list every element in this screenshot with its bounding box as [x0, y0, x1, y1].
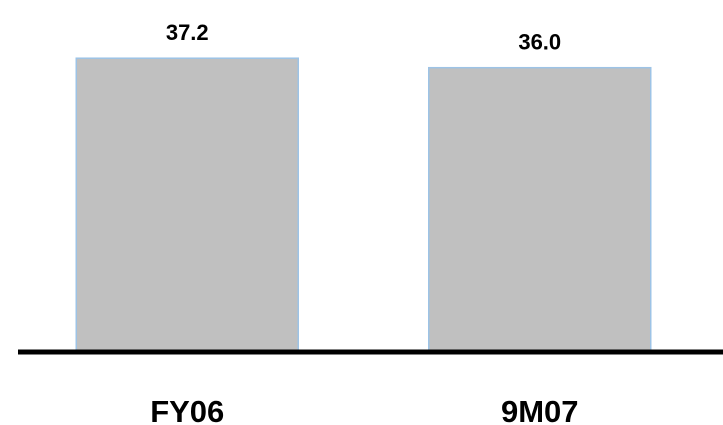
value-label-9m07: 36.0: [518, 30, 561, 55]
labels-group: 37.2 FY06 36.0 9M07: [150, 20, 578, 425]
category-label-fy06: FY06: [150, 394, 224, 425]
value-label-fy06: 37.2: [166, 20, 209, 45]
bar-fy06: [75, 57, 299, 353]
category-label-9m07: 9M07: [501, 394, 579, 425]
bars-group: [75, 57, 652, 353]
bar-9m07: [428, 66, 652, 353]
